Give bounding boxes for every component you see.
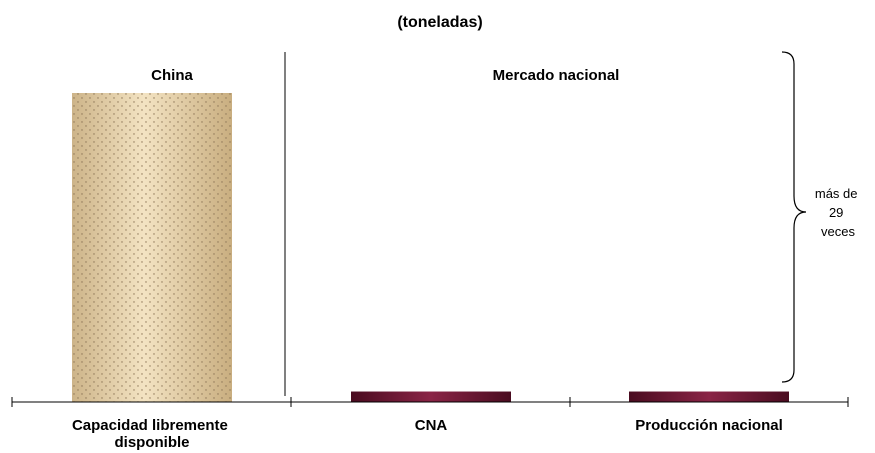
bar-capacidad <box>72 93 232 402</box>
group-label-china: China <box>151 67 193 84</box>
annotation-line: veces <box>821 224 855 239</box>
category-label-produccion: Producción nacional <box>635 417 783 434</box>
chart-title: (toneladas) <box>397 14 482 31</box>
bars <box>72 93 789 402</box>
bar-produccion <box>629 391 789 402</box>
group-label-mercado-nacional: Mercado nacional <box>493 67 620 84</box>
annotation-line: 29 <box>829 205 843 220</box>
bar-cna <box>351 391 511 402</box>
category-label-line: disponible <box>115 434 190 451</box>
annotation-line: más de <box>815 186 858 201</box>
annotation-text: más de 29 veces <box>815 186 861 239</box>
bar-texture <box>72 93 232 402</box>
category-label-capacidad: Capacidad libremente disponible <box>72 417 232 451</box>
category-label-cna: CNA <box>415 417 448 434</box>
category-label-line: Capacidad libremente <box>72 417 228 434</box>
annotation-brace <box>781 51 807 383</box>
